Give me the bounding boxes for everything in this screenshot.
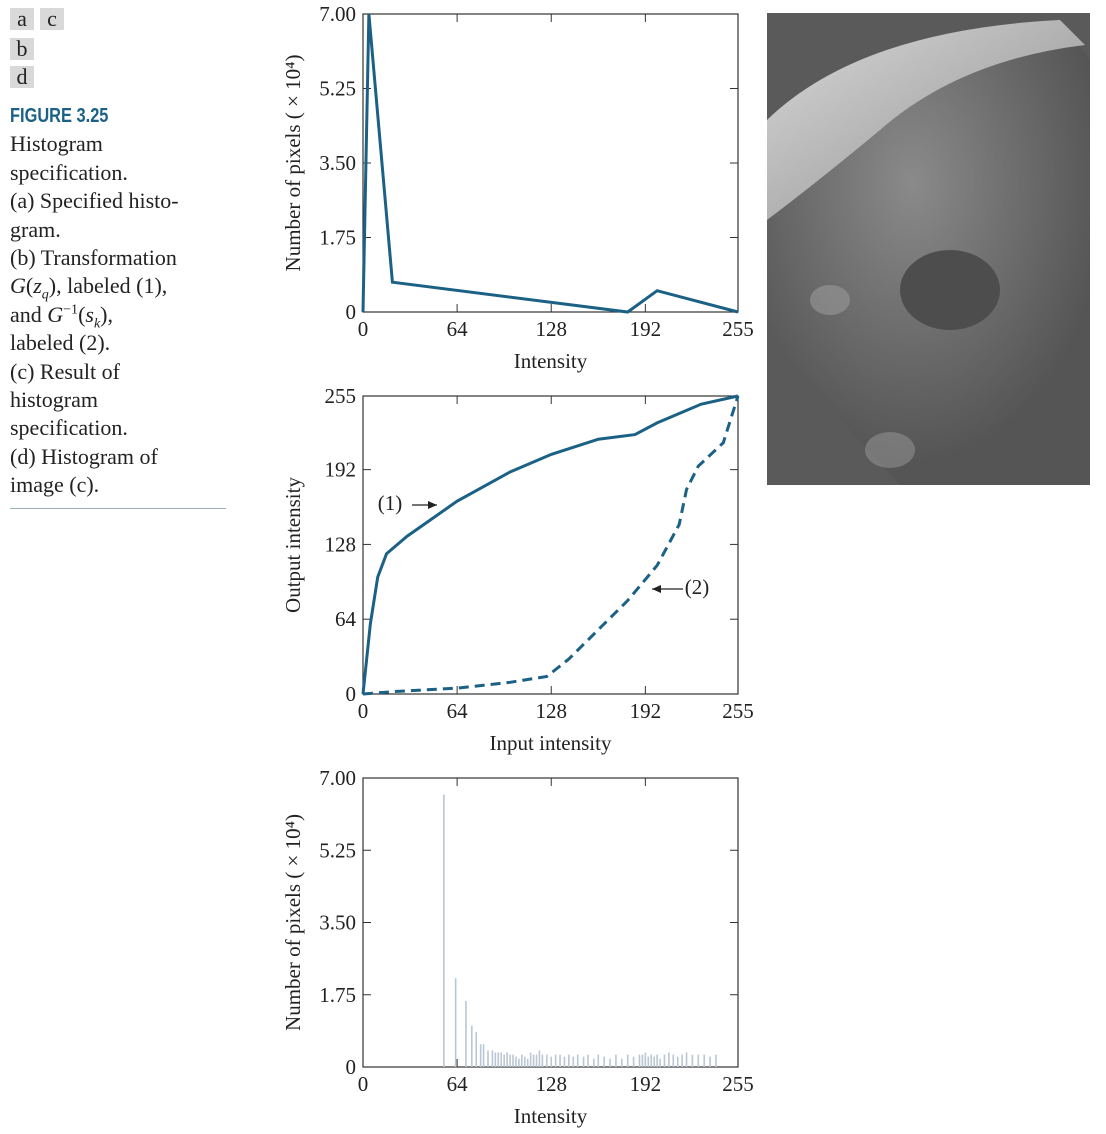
caption-text: G — [47, 301, 64, 327]
caption-text: histogram — [10, 387, 98, 413]
x-axis-label: Input intensity — [490, 731, 612, 755]
caption-text: s — [85, 301, 94, 327]
caption-line: labeled (2). — [10, 329, 226, 357]
chart: 0 64 128 192 255 0 64 128 192 255 Input intensity O… — [281, 384, 754, 755]
caption-text: specification. — [10, 159, 128, 185]
caption-text: ( — [25, 273, 34, 299]
x-tick-label: 64 — [447, 317, 469, 341]
caption-text: q — [41, 287, 49, 303]
caption-text: labeled (2). — [10, 330, 111, 356]
panel-label: b — [10, 38, 34, 60]
caption-text: (a) Specified histo- — [10, 188, 179, 214]
y-tick-label: 5.25 — [319, 77, 356, 101]
y-tick-label: 64 — [335, 607, 357, 631]
arrow-head — [652, 585, 661, 593]
y-axis-label: Number of pixels ( × 10⁴) — [281, 814, 305, 1031]
y-tick-label: 1.75 — [319, 983, 356, 1007]
plot-frame — [362, 395, 739, 695]
caption-line: G(zq), labeled (1), — [10, 272, 226, 303]
x-tick-label: 64 — [447, 1072, 469, 1096]
y-tick-label: 1.75 — [319, 226, 356, 250]
caption-text: ), labeled (1), — [48, 273, 168, 299]
panel-label: c — [40, 8, 64, 30]
y-axis-label: Number of pixels ( × 10⁴) — [281, 55, 305, 272]
line — [361, 13, 739, 314]
caption-line: histogram — [10, 386, 226, 414]
caption: FIGURE 3.25 Histogram specification. (a) S… — [10, 102, 226, 500]
caption-text: and — [10, 301, 48, 327]
series-label: (1) — [378, 491, 403, 515]
caption-text: ( — [78, 301, 86, 327]
series-label: (2) — [685, 575, 710, 599]
caption-text: G — [10, 273, 26, 299]
y-tick-label: 128 — [325, 532, 357, 556]
x-tick-label: 0 — [358, 317, 369, 341]
y-tick-label: 7.00 — [319, 766, 356, 790]
line — [361, 394, 739, 695]
x-tick-label: 64 — [447, 699, 469, 723]
x-tick-label: 255 — [722, 1072, 754, 1096]
arrow-head — [428, 501, 437, 509]
y-tick-label: 3.50 — [319, 911, 356, 935]
caption-text: z — [33, 273, 42, 299]
panel-label: a — [10, 8, 34, 30]
x-tick-label: 192 — [630, 317, 662, 341]
x-tick-label: 0 — [358, 1072, 369, 1096]
caption-text: (c) Result of — [10, 358, 120, 384]
caption-text: (b) Transformation — [10, 245, 177, 271]
x-tick-label: 255 — [722, 317, 754, 341]
x-tick-label: 192 — [630, 699, 662, 723]
x-axis-label: Intensity — [514, 349, 588, 373]
y-tick-label: 7.00 — [319, 2, 356, 26]
caption-line: and G−1(sk), — [10, 301, 226, 332]
caption-line: (c) Result of — [10, 358, 226, 386]
caption-line: specification. — [10, 414, 226, 442]
caption-line: gram. — [10, 216, 226, 244]
caption-line: Histogram — [10, 130, 226, 158]
x-tick-label: 128 — [535, 1072, 567, 1096]
panel-label: d — [10, 66, 34, 88]
caption-line: specification. — [10, 159, 226, 187]
y-tick-label: 192 — [325, 458, 357, 482]
x-axis-label: Intensity — [514, 1104, 588, 1128]
caption-text: gram. — [10, 216, 61, 242]
caption-text: (d) Histogram of — [10, 443, 158, 469]
y-tick-label: 0 — [346, 682, 357, 706]
caption-text: k — [93, 316, 101, 332]
caption-line: image (c). — [10, 471, 226, 499]
caption-text: −1 — [63, 302, 79, 318]
y-axis-label: Output intensity — [281, 477, 305, 613]
y-tick-label: 0 — [346, 1055, 357, 1079]
result-image — [767, 13, 1090, 485]
caption-line: (a) Specified histo- — [10, 187, 226, 215]
separator — [10, 508, 226, 509]
caption-text: ), — [100, 301, 113, 327]
chart: 0 64 128 192 255 0 1.75 3.50 5.25 7.00 Intensity Nu… — [281, 2, 754, 373]
x-tick-label: 128 — [535, 699, 567, 723]
x-tick-label: 192 — [630, 1072, 662, 1096]
y-tick-label: 255 — [325, 384, 357, 408]
caption-line: (b) Transformation — [10, 244, 226, 272]
y-tick-label: 3.50 — [319, 151, 356, 175]
caption-text: specification. — [10, 415, 128, 441]
figure-title: FIGURE 3.25 — [10, 105, 109, 127]
x-tick-label: 128 — [535, 317, 567, 341]
y-tick-label: 5.25 — [319, 838, 356, 862]
x-tick-label: 0 — [358, 699, 369, 723]
caption-text: image (c). — [10, 472, 100, 498]
caption-line: (d) Histogram of — [10, 443, 226, 471]
caption-text: Histogram — [10, 131, 103, 157]
chart: 0 64 128 192 255 0 1.75 3.50 5.25 7.00 Intensity Nu… — [281, 766, 754, 1128]
plot-frame — [362, 777, 739, 1068]
plot-frame — [362, 13, 739, 313]
x-tick-label: 255 — [722, 699, 754, 723]
y-tick-label: 0 — [346, 300, 357, 324]
line — [362, 395, 740, 696]
